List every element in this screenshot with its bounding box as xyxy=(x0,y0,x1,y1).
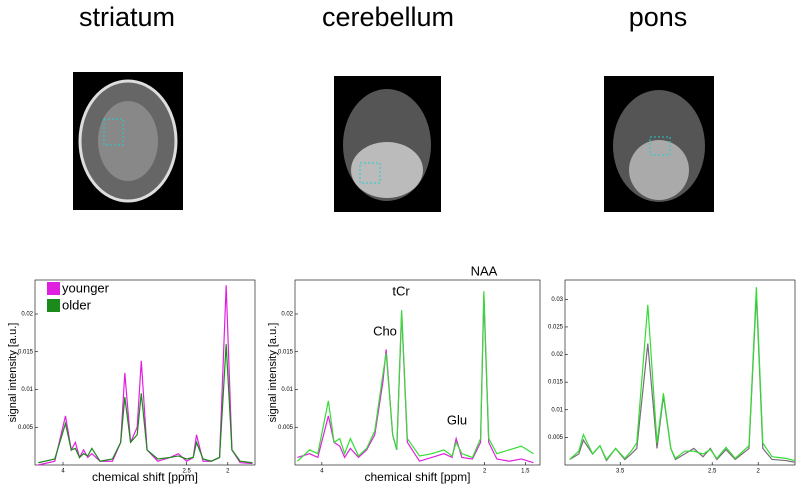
x-tick-label: 2.5 xyxy=(708,469,717,475)
y-axis-label: signal intensity [a.u.] xyxy=(267,323,279,423)
plot-frame xyxy=(34,279,256,466)
voxel xyxy=(359,162,381,184)
spectrum-line xyxy=(38,344,253,464)
y-tick-label: 0.03 xyxy=(551,297,563,303)
x-axis-label: chemical shift [ppm] xyxy=(364,470,470,484)
legend-label: older xyxy=(62,297,92,312)
peak-annotation: Glu xyxy=(447,412,467,427)
spectrum-line xyxy=(297,291,534,462)
x-tick-label: 4 xyxy=(320,469,324,475)
mri-images xyxy=(73,72,714,212)
y-tick-label: 0.005 xyxy=(278,425,294,431)
voxel xyxy=(649,136,671,156)
legend-label: younger xyxy=(62,280,110,295)
y-tick-label: 0.02 xyxy=(21,312,33,318)
plot-frame xyxy=(564,279,796,466)
y-tick-label: 0.005 xyxy=(548,435,564,441)
peak-annotation: NAA xyxy=(471,263,498,278)
x-tick-label: 1.5 xyxy=(521,469,530,475)
x-tick-label: 4 xyxy=(61,469,65,475)
spectrum-line xyxy=(569,293,796,463)
chart-panel: cerebellum 0.005 0.01 0.015 0.02 4 2 1.5 chemica… xyxy=(267,2,541,484)
y-tick-label: 0.025 xyxy=(548,325,564,331)
chart-title: striatum xyxy=(79,2,175,32)
mri-detail xyxy=(629,140,689,200)
legend-swatch xyxy=(47,299,60,312)
mri-detail xyxy=(98,101,158,181)
spectrum-line xyxy=(569,287,796,462)
peak-annotation: tCr xyxy=(392,283,410,298)
y-tick-label: 0.01 xyxy=(21,387,33,393)
chart-panel: pons 0.005 0.01 0.015 0.02 0.025 0.03 3.5 2.5 2 xyxy=(548,2,796,475)
x-tick-label: 3.5 xyxy=(616,469,625,475)
y-tick-label: 0.02 xyxy=(281,312,293,318)
plot-frame xyxy=(294,279,541,466)
y-tick-label: 0.01 xyxy=(551,407,563,413)
y-tick-label: 0.005 xyxy=(18,425,34,431)
mri-detail xyxy=(351,142,423,198)
x-axis-label: chemical shift [ppm] xyxy=(92,470,198,484)
y-tick-label: 0.02 xyxy=(551,352,563,358)
peak-annotation: Cho xyxy=(373,323,397,338)
y-axis-label: signal intensity [a.u.] xyxy=(7,323,19,423)
x-tick-label: 2 xyxy=(483,469,487,475)
chart-title: pons xyxy=(629,2,688,32)
voxel xyxy=(103,118,124,146)
y-tick-label: 0.015 xyxy=(278,349,294,355)
chart-title: cerebellum xyxy=(322,2,454,32)
chart-panel: striatum 0.005 0.01 0.015 0.02 4 2.5 2 chemical … xyxy=(7,2,256,484)
legend-swatch xyxy=(47,282,60,295)
y-tick-label: 0.015 xyxy=(548,380,564,386)
x-tick-label: 2 xyxy=(757,469,761,475)
x-tick-label: 2 xyxy=(226,469,230,475)
x-tick-label: 2.5 xyxy=(182,469,191,475)
y-tick-label: 0.01 xyxy=(281,387,293,393)
y-tick-label: 0.015 xyxy=(18,349,34,355)
